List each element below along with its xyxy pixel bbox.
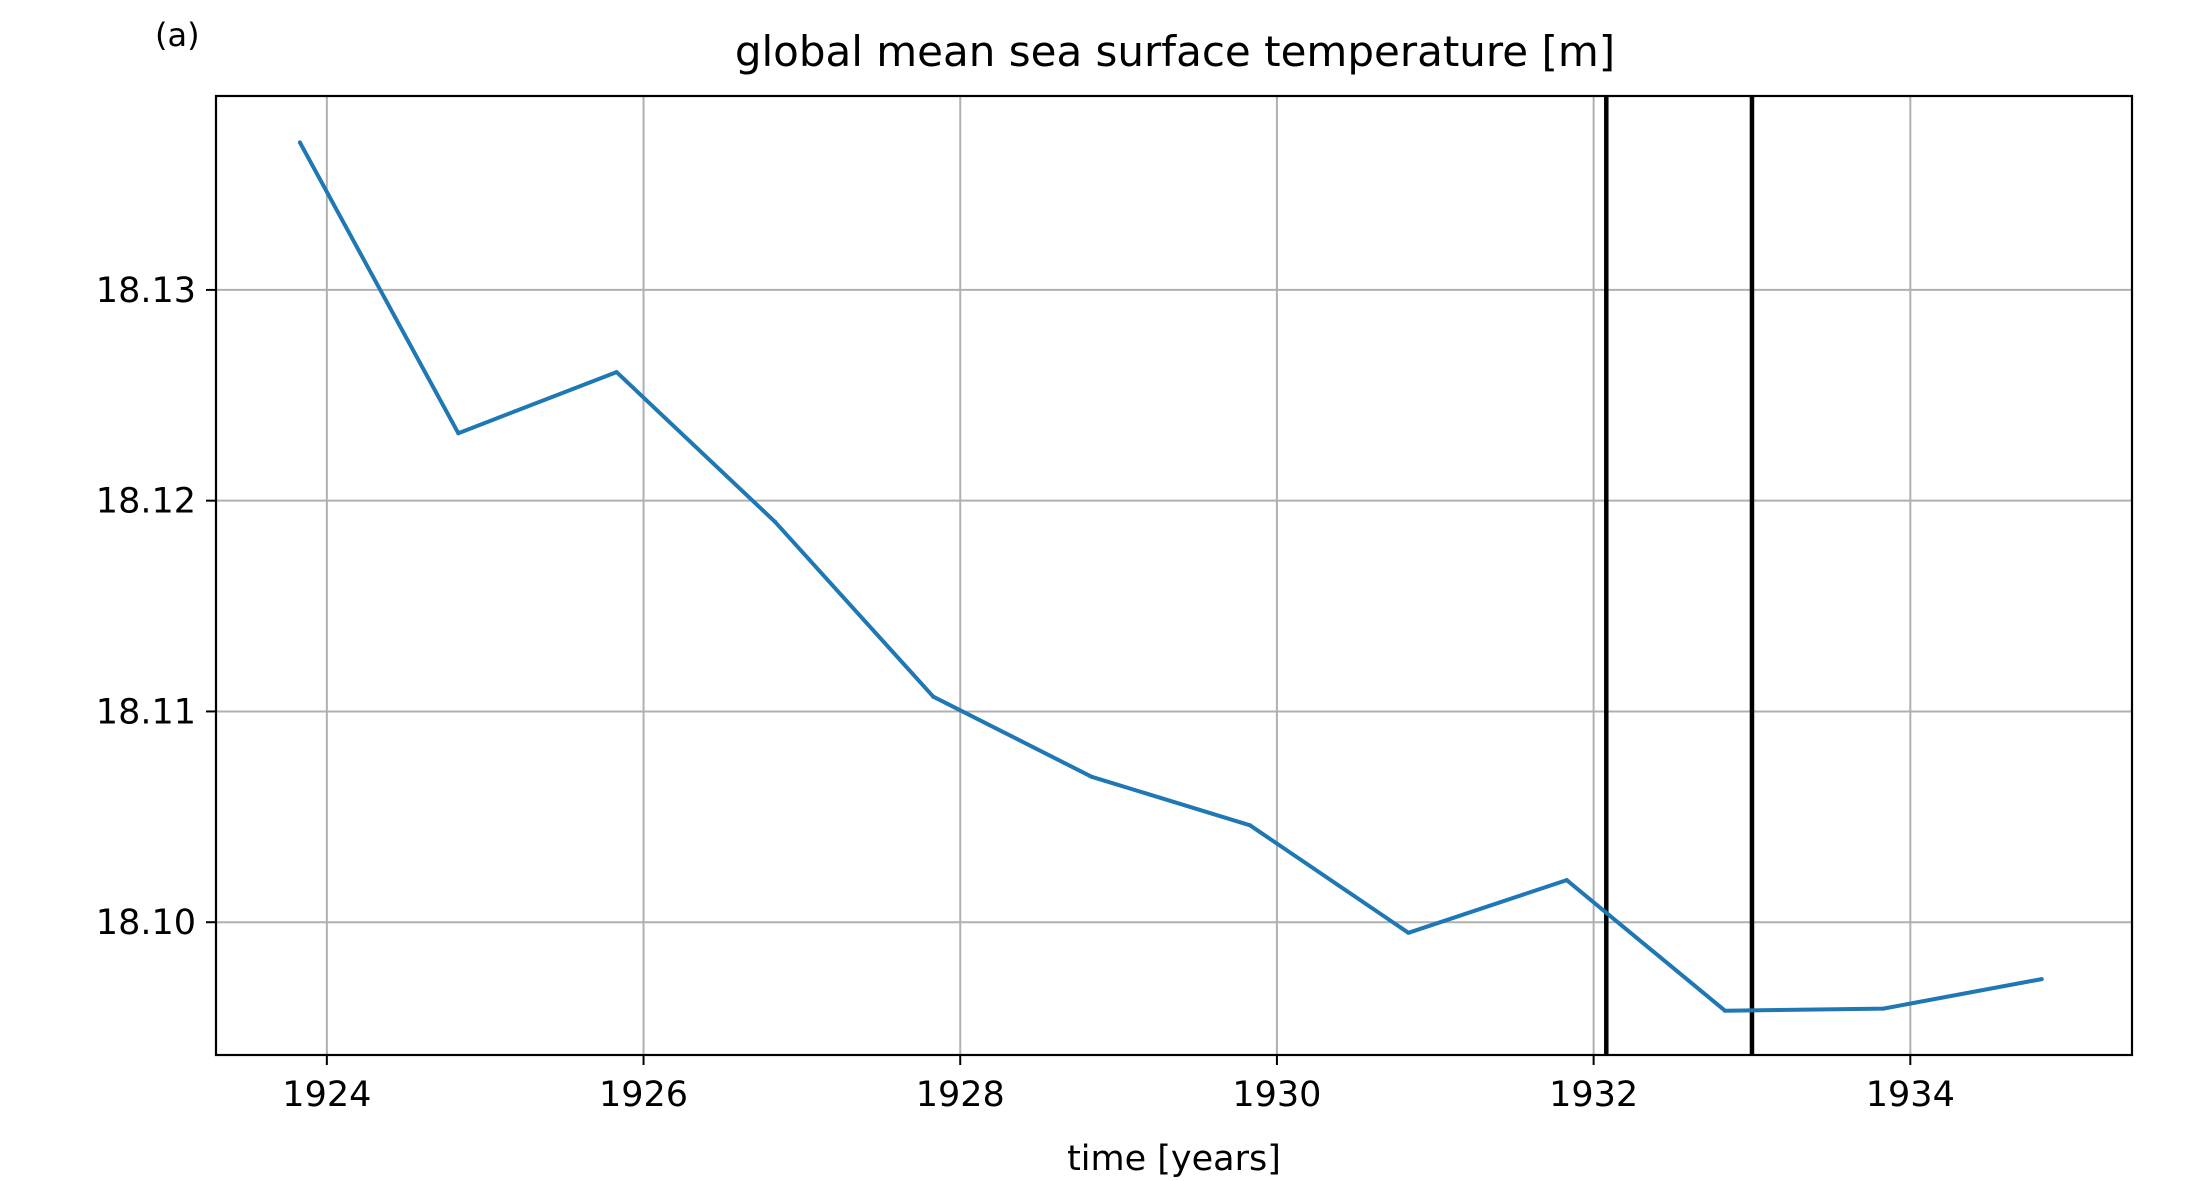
data-point — [297, 140, 302, 145]
y-tick-label: 18.11 — [96, 692, 196, 732]
x-axis: 1924 1926 1928 1930 1932 1934 — [282, 1055, 1955, 1115]
x-tick-label: 1928 — [916, 1075, 1005, 1115]
data-point — [1089, 774, 1094, 779]
data-point — [772, 519, 777, 524]
y-axis: 18.10 18.11 18.12 18.13 — [96, 271, 216, 943]
data-point — [2039, 977, 2044, 982]
y-tick-label: 18.12 — [96, 482, 196, 522]
data-point — [456, 431, 461, 436]
data-point — [1723, 1008, 1728, 1013]
series-layer — [297, 140, 2044, 1013]
data-point — [1406, 930, 1411, 935]
y-tick-label: 18.10 — [96, 903, 196, 943]
data-point — [1881, 1006, 1886, 1011]
x-tick-label: 1932 — [1549, 1075, 1638, 1115]
x-tick-label: 1926 — [599, 1075, 688, 1115]
x-tick-label: 1930 — [1232, 1075, 1321, 1115]
y-tick-label: 18.13 — [96, 271, 196, 311]
panel-label: (a) — [155, 16, 200, 54]
data-point — [1564, 878, 1569, 883]
plot-frame — [214, 94, 2134, 1057]
x-tick-label: 1934 — [1866, 1075, 1955, 1115]
x-axis-title: time [years] — [1067, 1139, 1281, 1179]
series-line — [298, 141, 2043, 1013]
vertical-markers — [1604, 96, 1755, 1055]
data-point — [931, 694, 936, 699]
x-tick-label: 1924 — [282, 1075, 371, 1115]
data-point — [1248, 823, 1253, 828]
grid — [216, 96, 2132, 1055]
chart-title: global mean sea surface temperature [m] — [735, 27, 1615, 76]
data-point — [614, 370, 619, 375]
